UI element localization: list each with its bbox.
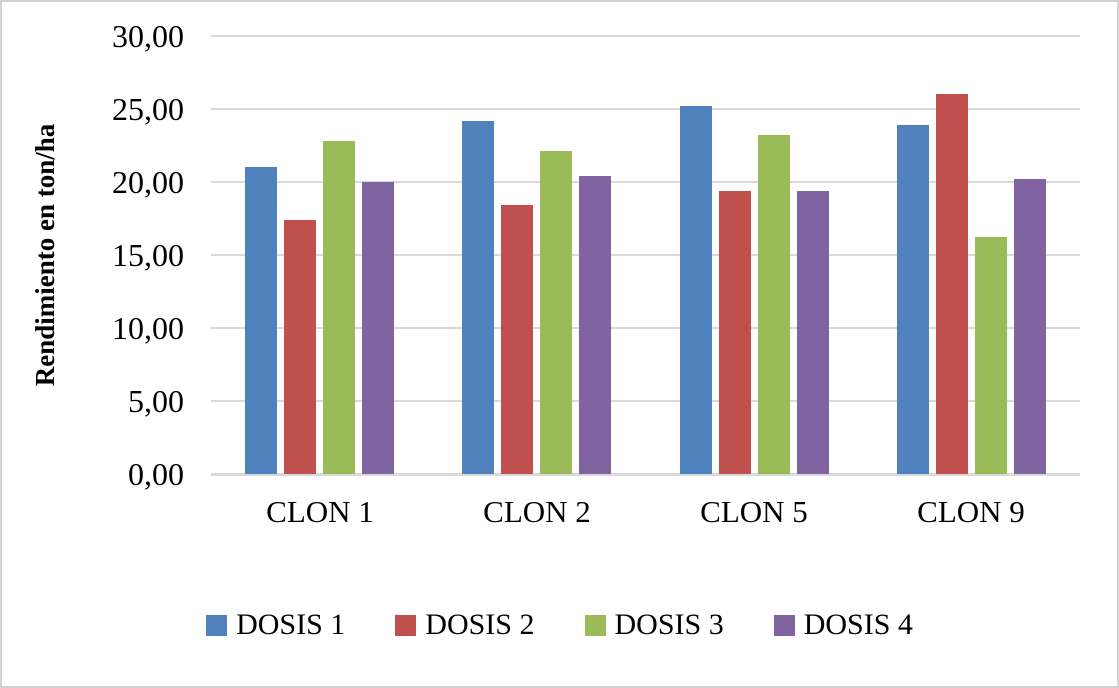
bar-clon-5-dosis-1 (680, 106, 712, 474)
bar-clon-5-dosis-4 (797, 191, 829, 474)
gridline-25,00 (211, 108, 1080, 110)
bar-clon-1-dosis-4 (362, 182, 394, 474)
gridline-0,00 (211, 473, 1080, 476)
y-tick-label-30,00: 30,00 (112, 18, 184, 54)
plot-area (211, 35, 1080, 476)
y-tick-label-25,00: 25,00 (112, 91, 184, 127)
legend-label: DOSIS 1 (236, 608, 346, 641)
x-category-label-clon-5: CLON 5 (700, 494, 808, 529)
gridline-10,00 (211, 327, 1080, 329)
legend-label: DOSIS 3 (614, 608, 724, 641)
x-category-label-clon-9: CLON 9 (917, 494, 1025, 529)
legend-swatch-icon (206, 614, 228, 636)
bar-clon-1-dosis-2 (284, 220, 316, 474)
legend-item-dosis-3: DOSIS 3 (584, 608, 724, 642)
bar-clon-9-dosis-1 (897, 125, 929, 474)
legend-item-dosis-2: DOSIS 2 (395, 608, 535, 642)
gridline-30,00 (211, 35, 1080, 37)
x-category-label-clon-1: CLON 1 (266, 494, 374, 529)
bar-clon-9-dosis-4 (1014, 179, 1046, 474)
bar-clon-1-dosis-1 (245, 167, 277, 474)
bar-clon-9-dosis-3 (975, 237, 1007, 474)
y-tick-label-15,00: 15,00 (112, 237, 184, 273)
y-tick-label-20,00: 20,00 (112, 164, 184, 200)
bar-clon-1-dosis-3 (323, 141, 355, 474)
y-tick-label-0,00: 0,00 (128, 456, 184, 492)
gridline-20,00 (211, 181, 1080, 183)
bar-clon-2-dosis-2 (501, 205, 533, 474)
bar-clon-5-dosis-2 (719, 191, 751, 474)
legend-item-dosis-1: DOSIS 1 (206, 608, 345, 642)
legend-label: DOSIS 4 (803, 608, 913, 641)
bar-clon-2-dosis-1 (462, 121, 494, 474)
legend-item-dosis-4: DOSIS 4 (773, 608, 913, 642)
gridline-5,00 (211, 400, 1080, 402)
bar-clon-2-dosis-4 (579, 176, 611, 474)
legend-label: DOSIS 2 (425, 608, 535, 641)
gridline-15,00 (211, 254, 1080, 256)
bar-clon-5-dosis-3 (758, 135, 790, 474)
x-category-label-clon-2: CLON 2 (483, 494, 591, 529)
legend-swatch-icon (773, 614, 795, 636)
y-tick-label-10,00: 10,00 (112, 310, 184, 346)
bar-clon-2-dosis-3 (540, 151, 572, 474)
legend: DOSIS 1 DOSIS 2 DOSIS 3 DOSIS 4 (2, 608, 1117, 642)
y-tick-label-5,00: 5,00 (128, 383, 184, 419)
legend-swatch-icon (584, 614, 606, 636)
bar-clon-9-dosis-2 (936, 94, 968, 474)
legend-swatch-icon (395, 614, 417, 636)
